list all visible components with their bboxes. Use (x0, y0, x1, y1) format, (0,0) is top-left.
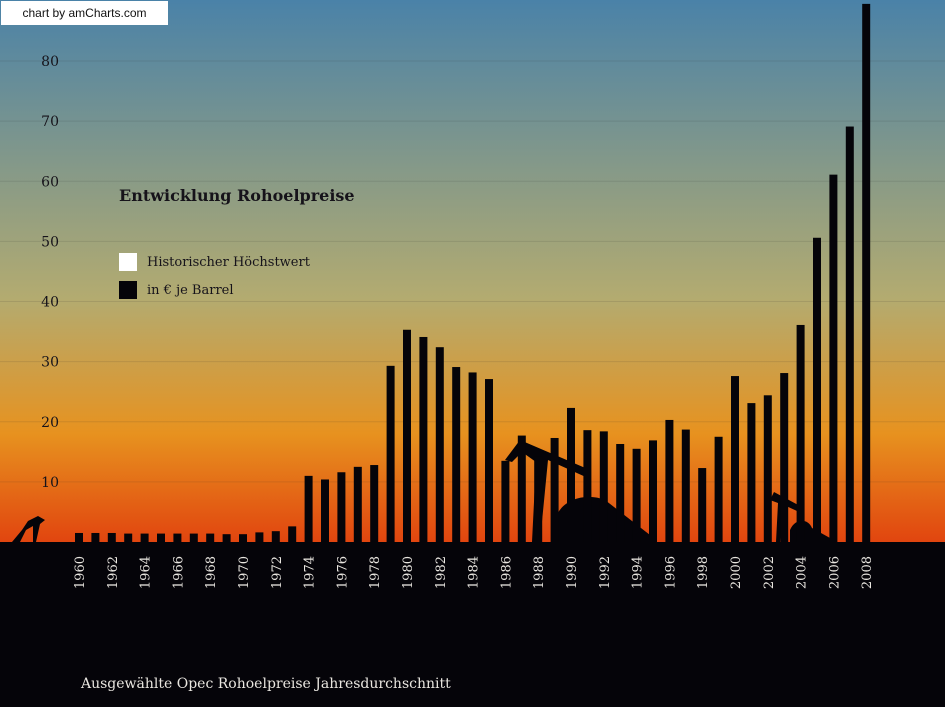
bar-1977[interactable] (353, 466, 362, 542)
ground (0, 542, 945, 707)
y-tick-label: 80 (41, 54, 59, 70)
bar-1964[interactable] (140, 533, 149, 542)
bar-1973[interactable] (288, 526, 297, 542)
legend-label: Historischer Höchstwert (147, 254, 310, 270)
x-tick-label: 1978 (368, 556, 383, 589)
bar-1962[interactable] (107, 532, 116, 542)
y-tick-label: 60 (41, 174, 59, 190)
x-tick-label: 1970 (237, 556, 252, 589)
x-tick-label: 1980 (401, 556, 416, 589)
y-tick-label: 40 (41, 295, 59, 311)
bar-2004[interactable] (796, 324, 805, 542)
x-tick-label: 1984 (467, 556, 482, 589)
legend-item-barrel[interactable]: in € je Barrel (119, 280, 310, 300)
bar-1976[interactable] (337, 472, 346, 542)
legend-label: in € je Barrel (147, 282, 234, 298)
bar-1984[interactable] (468, 372, 477, 542)
bar-1966[interactable] (173, 533, 182, 542)
bar-1969[interactable] (222, 534, 231, 542)
x-tick-label: 1986 (499, 556, 514, 589)
x-tick-label: 2004 (795, 556, 810, 589)
bar-1989[interactable] (550, 437, 559, 542)
bar-1988[interactable] (534, 456, 543, 542)
chart-footer-note: Ausgewählte Opec Rohoelpreise Jahresdurc… (81, 676, 451, 692)
bar-1981[interactable] (419, 336, 428, 542)
bar-1986[interactable] (501, 460, 510, 542)
x-tick-label: 1998 (696, 556, 711, 589)
y-tick-label: 50 (41, 234, 59, 250)
y-tick-label: 30 (41, 355, 59, 371)
x-tick-label: 1990 (565, 556, 580, 589)
bar-1970[interactable] (239, 534, 247, 542)
x-tick-label: 2000 (729, 556, 744, 589)
bars (75, 3, 871, 543)
bar-2000[interactable] (731, 376, 739, 542)
bar-1963[interactable] (124, 533, 133, 542)
pumpjack-left-icon (12, 516, 45, 542)
bar-1990[interactable] (567, 407, 575, 542)
bar-1978[interactable] (370, 465, 379, 542)
bar-1967[interactable] (189, 533, 198, 542)
bar-1992[interactable] (599, 431, 608, 542)
chart-title: Entwicklung Rohoelpreise (119, 186, 355, 205)
x-tick-label: 2008 (860, 556, 875, 589)
legend-swatch-white (119, 253, 137, 271)
legend: Historischer Höchstwert in € je Barrel (119, 252, 310, 308)
x-tick-label: 1972 (270, 556, 285, 589)
bar-1991[interactable] (583, 430, 592, 542)
bar-2002[interactable] (763, 395, 772, 542)
x-tick-label: 2002 (762, 556, 777, 589)
y-tick-label: 20 (41, 415, 59, 431)
amcharts-credit-link[interactable]: chart by amCharts.com (1, 1, 168, 25)
x-tick-label: 1988 (532, 556, 547, 589)
bar-1987[interactable] (517, 435, 526, 542)
bar-1965[interactable] (157, 533, 165, 542)
x-tick-label: 1982 (434, 556, 449, 589)
bar-1983[interactable] (452, 367, 461, 542)
bar-2008[interactable] (862, 3, 871, 543)
bar-1968[interactable] (206, 533, 215, 542)
x-tick-label: 1968 (204, 556, 219, 589)
x-tick-label: 1976 (335, 556, 350, 589)
x-tick-label: 1992 (598, 556, 613, 589)
bar-1982[interactable] (435, 347, 444, 542)
legend-swatch-black (119, 281, 137, 299)
bar-1979[interactable] (386, 365, 395, 542)
bar-1960[interactable] (75, 532, 83, 542)
y-tick-label: 10 (41, 475, 59, 491)
bar-1994[interactable] (632, 448, 641, 542)
y-tick-label: 70 (41, 114, 59, 130)
bar-1998[interactable] (698, 468, 707, 542)
bar-1993[interactable] (616, 443, 625, 542)
pumpjack-right-icon (770, 492, 800, 542)
y-axis-ticks: 10 20 30 40 50 60 70 80 (41, 54, 59, 491)
bar-1999[interactable] (714, 436, 723, 542)
bar-1972[interactable] (271, 531, 280, 542)
bar-2003[interactable] (780, 373, 789, 542)
bar-1985[interactable] (485, 379, 493, 542)
bar-2006[interactable] (829, 174, 838, 543)
x-tick-label: 1996 (663, 556, 678, 589)
x-tick-label: 1964 (139, 556, 154, 589)
bar-1974[interactable] (304, 475, 313, 542)
x-tick-label: 1974 (303, 556, 318, 589)
x-tick-label: 1966 (171, 556, 186, 589)
x-tick-label: 2006 (827, 556, 842, 589)
bar-1995[interactable] (649, 440, 657, 542)
bar-1971[interactable] (255, 532, 264, 542)
bar-1961[interactable] (91, 532, 100, 542)
legend-item-hoechstwert[interactable]: Historischer Höchstwert (119, 252, 310, 272)
x-axis-ticks: 1960 1962 1964 1966 1968 1970 1972 1974 1976 1978… (73, 556, 875, 589)
bar-2001[interactable] (747, 403, 756, 542)
x-tick-label: 1962 (106, 556, 121, 589)
bar-1997[interactable] (681, 429, 690, 542)
bar-2007[interactable] (845, 126, 854, 542)
bar-2005[interactable] (813, 237, 821, 542)
bar-1980[interactable] (403, 329, 411, 542)
x-tick-label: 1994 (631, 556, 646, 589)
x-tick-label: 1960 (73, 556, 88, 589)
bar-1975[interactable] (321, 479, 329, 542)
bar-1996[interactable] (665, 419, 674, 542)
